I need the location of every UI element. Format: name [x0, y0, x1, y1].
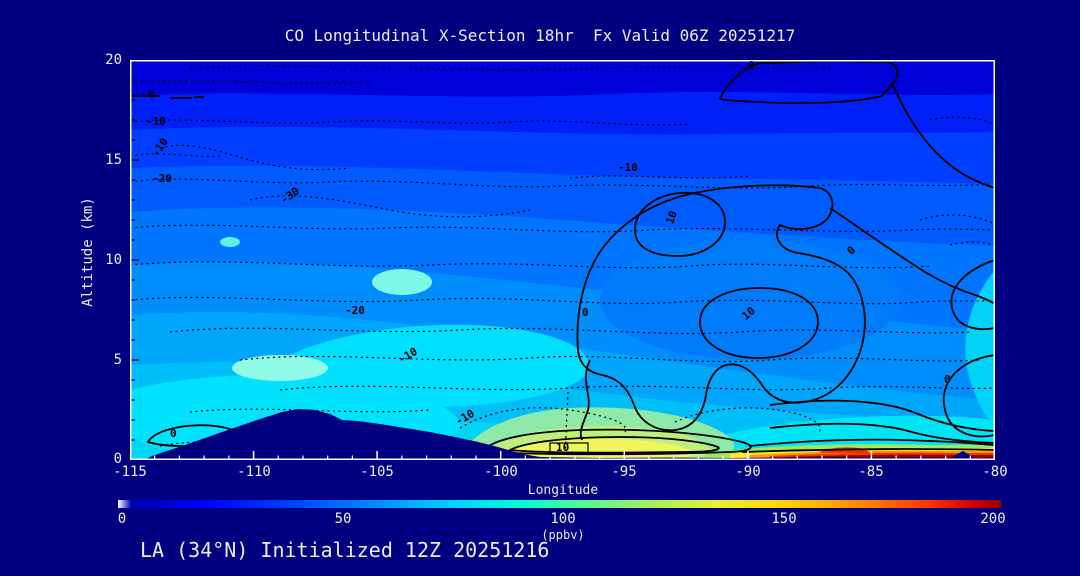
x-tick--85: -85 [858, 464, 884, 480]
contour-label: -10 [618, 161, 638, 174]
y-axis-title: Altitude (km) [80, 197, 96, 307]
colorbar-tick-50: 50 [334, 511, 352, 527]
contour-label: 0 [944, 373, 951, 386]
y-tick-0: 0 [113, 451, 122, 467]
y-tick-5: 5 [113, 352, 122, 368]
contour-label: 0 [170, 427, 177, 440]
y-tick-10: 10 [105, 252, 122, 268]
y-tick-15: 15 [105, 152, 122, 168]
x-tick--105: -105 [360, 464, 394, 480]
colorbar-tick-200: 200 [980, 511, 1006, 527]
contour-label: -20 [152, 172, 172, 185]
contour-label: -10 [146, 115, 166, 128]
colorbar-tick-0: 0 [117, 511, 127, 527]
x-tick--100: -100 [484, 464, 518, 480]
plot-area: 0 -10 -10 -20 -30 -10 -20 -10 -10 0 10 0… [130, 60, 995, 460]
x-tick--110: -110 [237, 464, 271, 480]
page-title: CO Longitudinal X-Section 18hr Fx Valid … [284, 26, 796, 45]
colorbar-units: (ppbv) [541, 528, 585, 542]
x-axis-title: Longitude [527, 483, 599, 498]
y-tick-20: 20 [105, 52, 122, 68]
contour-label: 0 [582, 306, 589, 319]
colorbar [118, 500, 1001, 508]
contour-label: -20 [345, 304, 365, 317]
contour-label: 0 [748, 59, 755, 72]
colorbar-tick-150: 150 [771, 511, 797, 527]
colorbar-tick-100: 100 [550, 511, 576, 527]
x-tick--95: -95 [611, 464, 637, 480]
footer-text: LA (34°N) Initialized 12Z 20251216 [140, 538, 550, 562]
x-tick--115: -115 [113, 464, 147, 480]
contour-field-svg [130, 60, 995, 460]
contour-label: 0 [148, 88, 155, 101]
x-tick--80: -80 [982, 464, 1008, 480]
contour-label: 10 [556, 441, 570, 454]
x-tick--90: -90 [735, 464, 761, 480]
